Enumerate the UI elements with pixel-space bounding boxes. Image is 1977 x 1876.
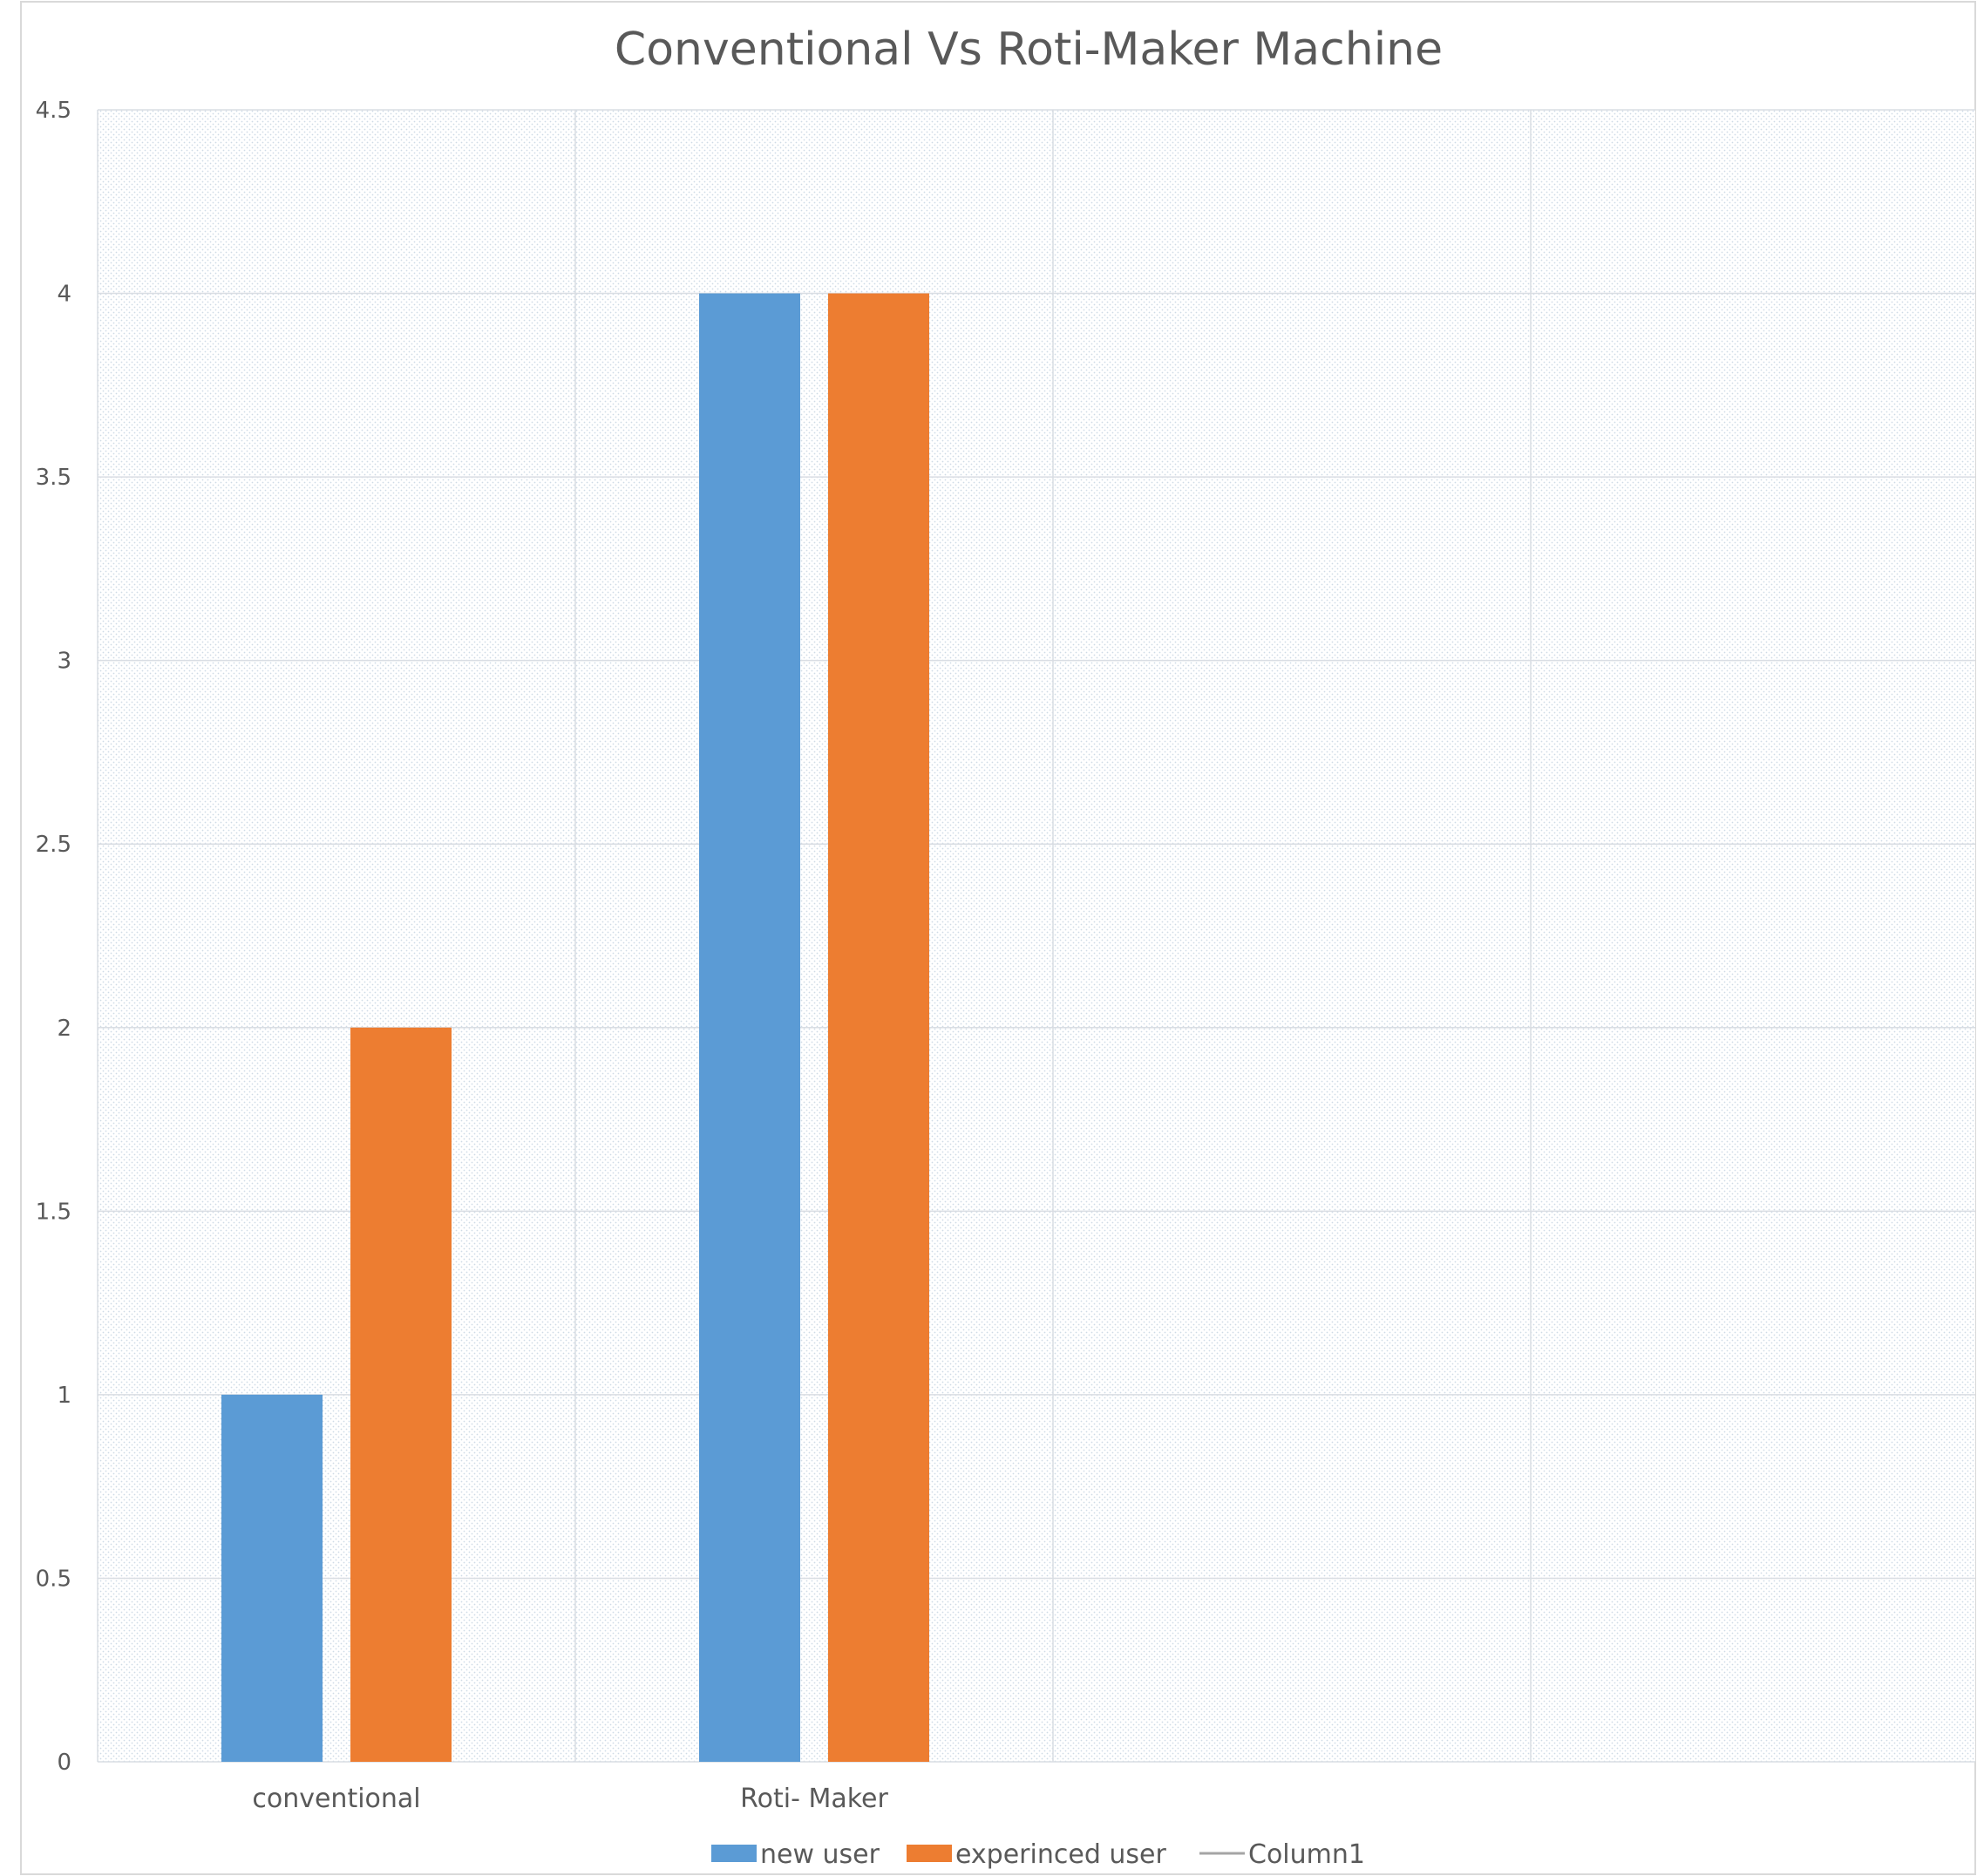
x-category-label: Roti- Maker [740,1784,888,1814]
y-tick-label: 0 [57,1750,71,1776]
y-axis: 0 0.5 1 1.5 2 2.5 3 3.5 4 4.5 [36,98,71,1776]
y-tick-label: 3.5 [36,465,71,491]
legend-label: new user [760,1839,880,1870]
legend: new user experinced user Column1 [711,1839,1365,1870]
chart-title: Conventional Vs Roti-Maker Machine [615,24,1443,76]
bar-experinced-user [350,1027,452,1762]
gridlines [97,109,1975,1763]
y-tick-label: 3 [57,649,71,675]
bar-new-user [221,1394,323,1762]
bar-new-user [699,293,800,1762]
y-tick-label: 4 [57,282,71,308]
y-tick-label: 2.5 [36,832,71,858]
legend-swatch [907,1845,952,1862]
x-axis: conventional Roti- Maker [252,1784,888,1814]
y-tick-label: 0.5 [36,1566,71,1592]
y-tick-label: 2 [57,1016,71,1042]
y-tick-label: 1.5 [36,1199,71,1225]
legend-label: experinced user [955,1839,1166,1870]
legend-label: Column1 [1248,1839,1365,1870]
bar-experinced-user [828,293,929,1762]
y-tick-label: 4.5 [36,98,71,124]
y-tick-label: 1 [57,1383,71,1409]
bars [221,293,929,1762]
x-category-label: conventional [252,1784,420,1814]
legend-swatch [711,1845,757,1862]
